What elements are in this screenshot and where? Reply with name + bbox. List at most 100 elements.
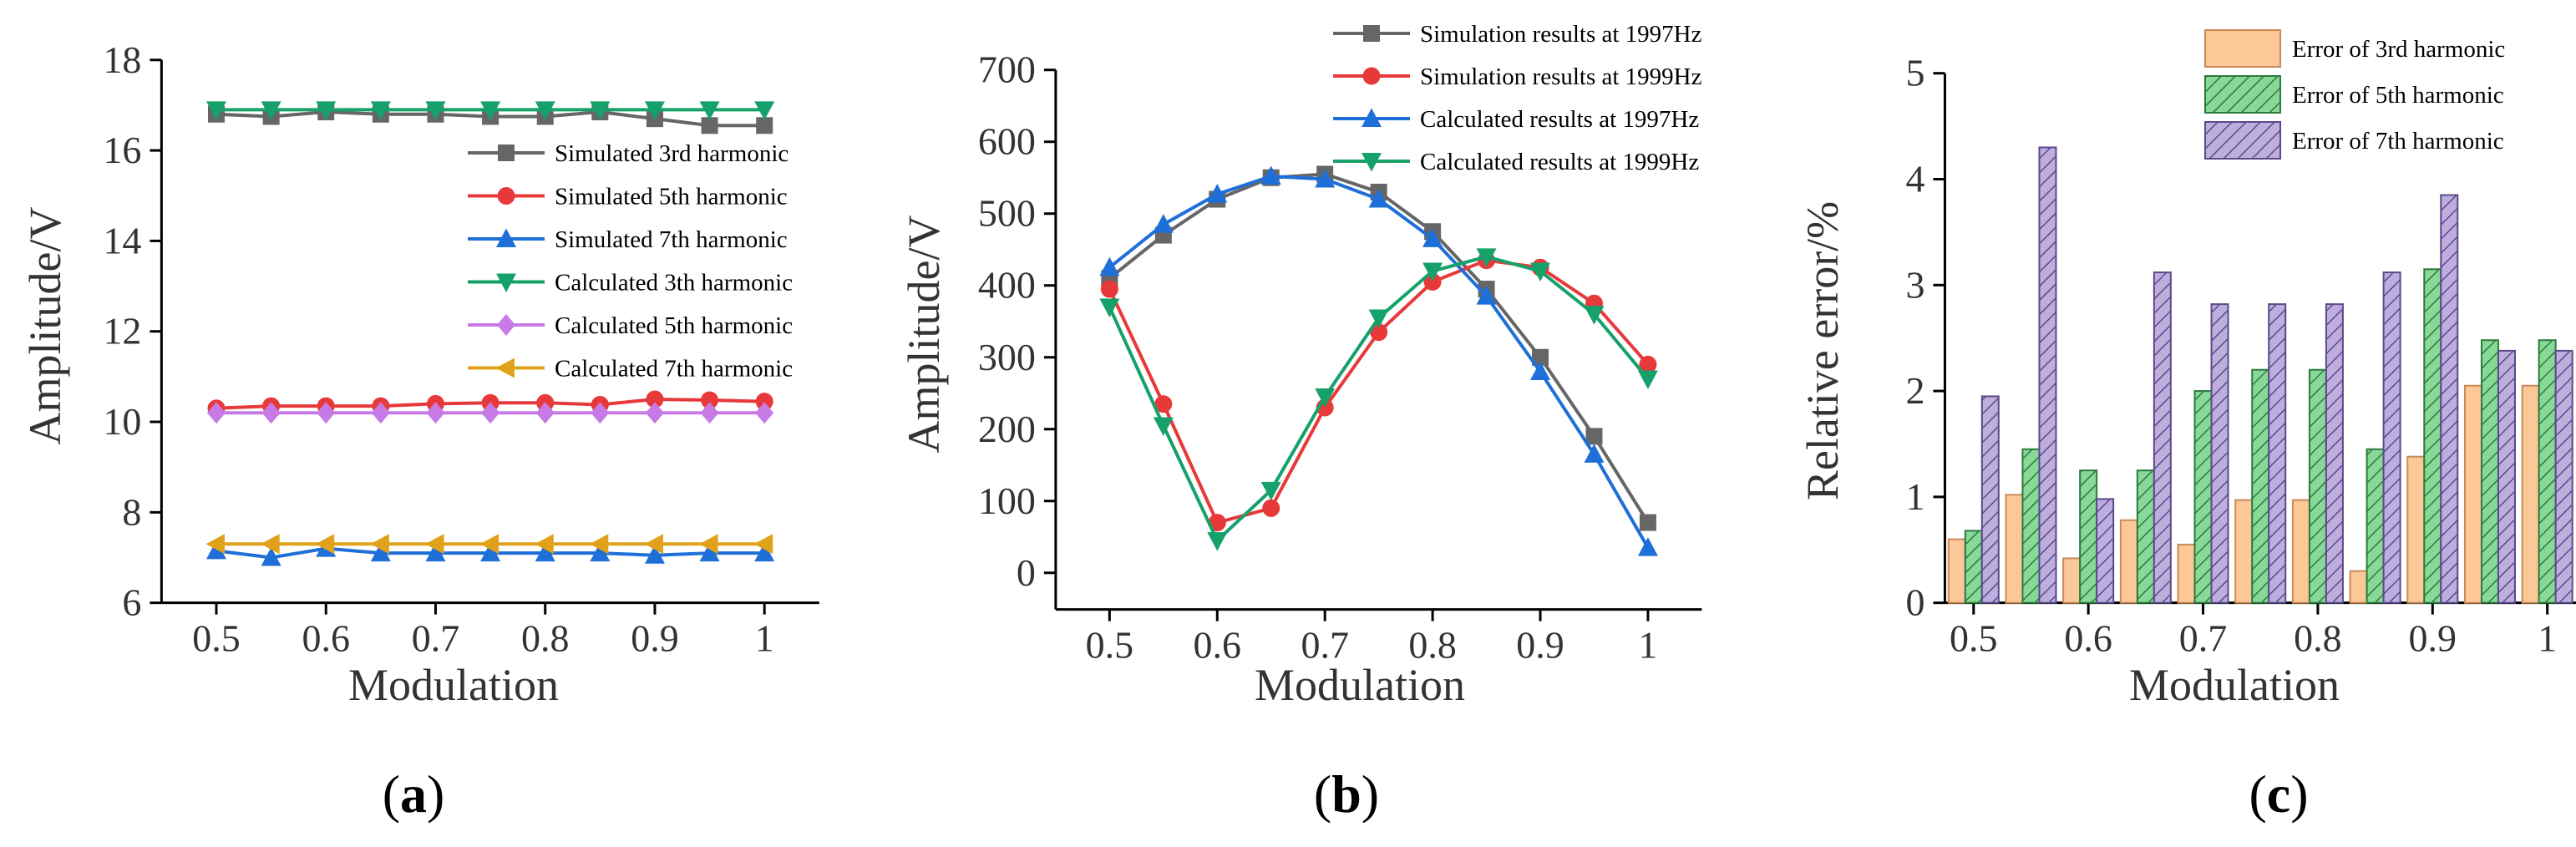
chart-a-point: [480, 101, 501, 120]
chart-b-y-tick-label: 100: [978, 479, 1036, 522]
chart-a-point: [535, 101, 555, 120]
chart-b-y-tick-label: 600: [978, 120, 1036, 163]
chart-a-point: [756, 117, 773, 134]
chart-b-point: [1315, 168, 1336, 188]
chart-b-y-tick-label: 700: [978, 48, 1036, 91]
chart-a-x-tick-label: 0.5: [192, 617, 241, 660]
chart-a-y-tick-label: 14: [103, 219, 141, 261]
chart-a-legend-label: Simulated 7th harmonic: [555, 226, 788, 253]
chart-b-legend-marker: [1362, 67, 1381, 85]
chart-a-point: [316, 101, 337, 120]
chart-b: Amplitude/V Modulation (b) 0.5 0.6 0.7 0.8 0…: [899, 21, 1702, 824]
chart-c-x-tick-label: 0.7: [2179, 617, 2228, 660]
chart-a-point: [644, 534, 663, 555]
chart-c-legend-label: Error of 7th harmonic: [2292, 128, 2504, 155]
chart-c-legend-swatch: [2204, 121, 2281, 160]
chart-a-point: [644, 101, 665, 120]
chart-b-point: [1423, 272, 1442, 291]
chart-a-point: [701, 117, 718, 134]
chart-a-point: [700, 402, 719, 424]
chart-c-bar: [2349, 570, 2368, 604]
chart-b-point: [1099, 256, 1120, 276]
chart-a-point: [591, 402, 610, 424]
chart-a-x-tick-label: 0.7: [412, 617, 460, 660]
chart-b-series-line: [1108, 172, 1650, 524]
chart-a: Amplitude/V Modulation (a) 0.5 0.6 0.7 0.8 0…: [20, 38, 819, 824]
chart-b-x-tick-label: 0.7: [1301, 624, 1349, 667]
chart-c-x-tick-label: 0.9: [2409, 617, 2457, 660]
chart-c-bar: [2463, 384, 2482, 604]
chart-b-panel-label: (b): [1314, 764, 1379, 824]
chart-c-bar: [2251, 368, 2270, 604]
chart-a-point: [535, 534, 554, 555]
chart-a-legend-label: Simulated 5th harmonic: [555, 184, 788, 210]
chart-c: Relative error/% Modulation (c) 0.5 0.6 0.…: [1798, 29, 2576, 824]
chart-c-bar: [2177, 543, 2196, 604]
chart-a-point: [481, 402, 500, 424]
chart-b-point: [1476, 286, 1497, 305]
chart-b-point: [1153, 417, 1174, 436]
chart-c-bar: [2079, 469, 2098, 604]
chart-c-bar: [2268, 303, 2287, 604]
chart-a-point: [699, 101, 720, 120]
chart-b-point: [1637, 537, 1658, 556]
chart-c-y-tick-label: 3: [1905, 263, 1924, 306]
chart-b-point: [1153, 214, 1174, 233]
chart-c-bar: [2538, 339, 2557, 604]
chart-a-point: [425, 101, 446, 120]
chart-c-y-tick-label: 1: [1905, 475, 1924, 518]
chart-c-bar: [2423, 268, 2442, 604]
chart-c-bar: [2366, 448, 2385, 604]
chart-a-legend-label: Simulated 3rd harmonic: [555, 140, 789, 167]
chart-c-bar: [2291, 499, 2310, 604]
chart-c-xlabel: Modulation: [2129, 660, 2340, 710]
chart-b-series-line: [1108, 175, 1650, 549]
chart-c-legend-swatch: [2204, 75, 2281, 114]
chart-b-point: [1585, 428, 1603, 445]
chart-b-legend-marker: [1362, 108, 1382, 127]
chart-b-x-tick-label: 0.8: [1408, 624, 1457, 667]
chart-c-bar: [2119, 519, 2138, 604]
chart-b-y-tick-label: 400: [978, 264, 1036, 307]
chart-c-ylabel: Relative error/%: [1798, 201, 1848, 500]
chart-a-y-tick-label: 8: [122, 490, 141, 533]
chart-b-point: [1368, 309, 1389, 328]
chart-a-point: [701, 391, 719, 409]
chart-a-point: [699, 534, 718, 555]
chart-b-point: [1639, 355, 1657, 373]
chart-a-point: [426, 402, 445, 424]
chart-c-bar: [2497, 349, 2516, 604]
chart-b-point: [1207, 184, 1228, 203]
chart-a-ylabel: Amplitude/V: [20, 207, 70, 445]
chart-a-legend-label: Calculated 3th harmonic: [555, 270, 793, 297]
chart-a-legend-marker: [497, 314, 515, 336]
chart-c-bar: [2382, 271, 2401, 604]
chart-a-legend-marker: [498, 145, 515, 161]
chart-a-point: [480, 542, 501, 562]
chart-a-point: [425, 542, 446, 562]
chart-b-x-tick-label: 0.5: [1086, 624, 1134, 667]
chart-c-x-tick-label: 0.5: [1950, 617, 1998, 660]
chart-a-point: [205, 534, 225, 555]
chart-b-point: [1422, 228, 1443, 247]
chart-a-point: [261, 547, 281, 566]
chart-b-y-tick-label: 0: [1017, 551, 1036, 594]
chart-a-point: [424, 534, 444, 555]
chart-c-bar: [2406, 455, 2426, 604]
chart-a-legend-label: Calculated 7th harmonic: [555, 356, 793, 383]
chart-b-point: [1639, 514, 1656, 531]
chart-c-bar: [1964, 530, 1983, 604]
chart-a-y-tick-label: 18: [103, 38, 141, 81]
chart-c-bar: [2062, 557, 2082, 604]
chart-b-point: [1262, 499, 1280, 517]
chart-b-y-tick-label: 300: [978, 336, 1036, 378]
chart-a-point: [589, 534, 609, 555]
chart-b-point: [1368, 189, 1389, 208]
chart-b-point: [1530, 262, 1551, 282]
chart-c-bar: [2021, 448, 2041, 604]
chart-b-point: [1208, 514, 1226, 532]
chart-a-point: [699, 542, 720, 562]
chart-b-point: [1260, 165, 1281, 185]
chart-a-x-tick-label: 0.9: [631, 617, 679, 660]
chart-c-y-tick-label: 5: [1905, 52, 1924, 94]
